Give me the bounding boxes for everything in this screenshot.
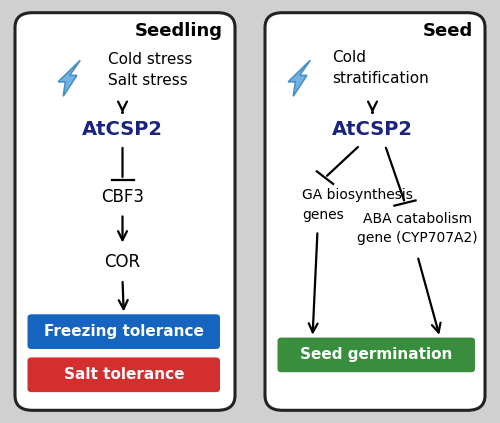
Text: Freezing tolerance: Freezing tolerance bbox=[44, 324, 203, 339]
Text: AtCSP2: AtCSP2 bbox=[332, 120, 413, 138]
FancyBboxPatch shape bbox=[15, 13, 235, 410]
Text: Salt tolerance: Salt tolerance bbox=[64, 367, 184, 382]
Text: ABA catabolism
gene (CYP707A2): ABA catabolism gene (CYP707A2) bbox=[357, 212, 478, 245]
FancyBboxPatch shape bbox=[278, 338, 475, 372]
FancyBboxPatch shape bbox=[28, 314, 220, 349]
Text: CBF3: CBF3 bbox=[101, 188, 144, 206]
Text: COR: COR bbox=[104, 253, 141, 271]
Text: Seedling: Seedling bbox=[134, 22, 222, 40]
Text: Seed: Seed bbox=[422, 22, 472, 40]
Text: Cold stress
Salt stress: Cold stress Salt stress bbox=[108, 52, 192, 88]
Text: Cold
stratification: Cold stratification bbox=[332, 49, 429, 86]
FancyBboxPatch shape bbox=[265, 13, 485, 410]
FancyBboxPatch shape bbox=[28, 357, 220, 392]
Text: AtCSP2: AtCSP2 bbox=[82, 120, 163, 138]
Polygon shape bbox=[288, 60, 310, 96]
Text: GA biosynthesis
genes: GA biosynthesis genes bbox=[302, 188, 414, 222]
Polygon shape bbox=[58, 60, 80, 96]
Text: Seed germination: Seed germination bbox=[300, 347, 452, 363]
